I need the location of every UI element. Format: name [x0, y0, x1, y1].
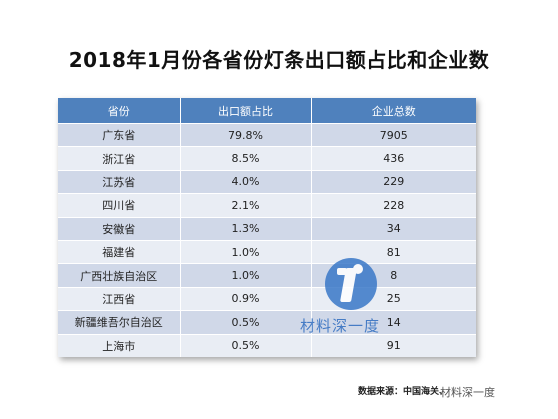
cell-province: 广西壮族自治区	[58, 263, 181, 288]
table-row: 广东省 79.8% 7905	[58, 122, 476, 147]
table-row: 浙江省 8.5% 436	[58, 146, 476, 171]
page-title: 2018年1月份各省份灯条出口额占比和企业数	[68, 48, 490, 72]
table-row: 安徽省 1.3% 34	[58, 216, 476, 241]
data-table-container: 省份 出口额占比 企业总数 广东省 79.8% 7905 浙江省 8.5% 43…	[58, 98, 476, 357]
cell-export-share: 4.0%	[180, 169, 312, 194]
cell-export-share: 0.9%	[180, 286, 312, 311]
cell-province: 安徽省	[58, 216, 181, 241]
table-row: 江苏省 4.0% 229	[58, 169, 476, 194]
cell-company-count: 34	[311, 216, 476, 241]
table-row: 上海市 0.5% 91	[58, 333, 476, 357]
table-row: 江西省 0.9% 25	[58, 286, 476, 311]
cell-province: 浙江省	[58, 146, 181, 171]
cell-company-count: 436	[311, 146, 476, 171]
cell-company-count: 25	[311, 286, 476, 311]
corner-watermark: 材料深一度	[440, 386, 495, 399]
cell-export-share: 1.0%	[180, 239, 312, 264]
cell-province: 四川省	[58, 193, 181, 218]
cell-company-count: 8	[311, 263, 476, 288]
table-header-row: 省份 出口额占比 企业总数	[58, 98, 476, 124]
cell-province: 新疆维吾尔自治区	[58, 310, 181, 335]
cell-province: 福建省	[58, 239, 181, 264]
data-source-note: 数据来源：中国海关、	[358, 387, 449, 397]
header-company-count: 企业总数	[311, 98, 476, 124]
cell-export-share: 79.8%	[180, 122, 312, 147]
cell-province: 上海市	[58, 333, 181, 357]
cell-export-share: 0.5%	[180, 333, 312, 357]
cell-export-share: 0.5%	[180, 310, 312, 335]
cell-export-share: 2.1%	[180, 193, 312, 218]
table-row: 福建省 1.0% 81	[58, 239, 476, 264]
cell-province: 江苏省	[58, 169, 181, 194]
cell-export-share: 1.0%	[180, 263, 312, 288]
cell-province: 广东省	[58, 122, 181, 147]
cell-export-share: 8.5%	[180, 146, 312, 171]
cell-company-count: 229	[311, 169, 476, 194]
header-province: 省份	[58, 98, 181, 124]
cell-company-count: 81	[311, 239, 476, 264]
header-export-share: 出口额占比	[180, 98, 312, 124]
table-row: 四川省 2.1% 228	[58, 193, 476, 218]
table-row: 广西壮族自治区 1.0% 8	[58, 263, 476, 288]
cell-company-count: 91	[311, 333, 476, 357]
cell-company-count: 14	[311, 310, 476, 335]
cell-company-count: 228	[311, 193, 476, 218]
data-table: 省份 出口额占比 企业总数 广东省 79.8% 7905 浙江省 8.5% 43…	[58, 98, 476, 357]
table-row: 新疆维吾尔自治区 0.5% 14	[58, 310, 476, 335]
cell-export-share: 1.3%	[180, 216, 312, 241]
cell-company-count: 7905	[311, 122, 476, 147]
cell-province: 江西省	[58, 286, 181, 311]
